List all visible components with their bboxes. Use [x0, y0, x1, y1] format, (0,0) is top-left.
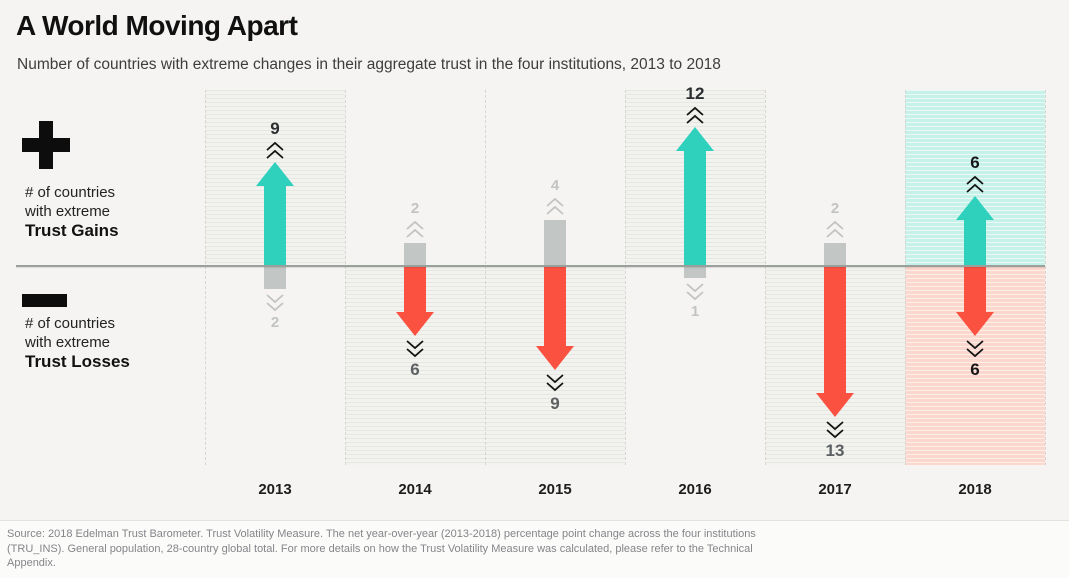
- loss-stub-2016: [684, 266, 706, 278]
- column-divider: [205, 90, 206, 465]
- loss-value-2016: 1: [690, 302, 700, 320]
- double-chevron-up-icon: [824, 220, 846, 238]
- year-label-2013: 2013: [258, 481, 292, 498]
- gain-arrow-2018-head: [956, 196, 994, 221]
- legend-losses-line2: with extreme: [25, 334, 111, 351]
- loss-arrow-2014-head: [396, 311, 434, 336]
- year-label-2017: 2017: [818, 481, 852, 498]
- double-chevron-down-icon: [824, 421, 846, 439]
- legend-losses-label: Trust Losses: [25, 352, 130, 371]
- double-chevron-up-icon: [404, 220, 426, 238]
- source-text: Source: 2018 Edelman Trust Barometer. Tr…: [7, 528, 756, 569]
- legend-gains: # of countries with extreme Trust Gains: [25, 183, 119, 240]
- loss-arrow-2018-head: [956, 311, 994, 336]
- double-chevron-up-icon: [684, 106, 706, 124]
- loss-arrow-2017-head: [816, 392, 854, 417]
- gain-value-2014: 2: [410, 199, 420, 217]
- gain-value-2016: 12: [685, 83, 705, 103]
- loss-value-2017: 13: [825, 440, 845, 460]
- source-footnote: Source: 2018 Edelman Trust Barometer. Tr…: [0, 520, 1069, 578]
- loss-value-2015: 9: [550, 394, 560, 414]
- minus-icon: [22, 294, 67, 307]
- loss-value-2014: 6: [410, 359, 420, 379]
- plus-icon: [22, 121, 70, 169]
- loss-arrow-2015-head: [536, 346, 574, 371]
- loss-arrow-2014-shaft: [404, 266, 426, 314]
- gain-value-2017: 2: [830, 199, 840, 217]
- loss-arrow-2015-shaft: [544, 266, 566, 349]
- legend-gains-line2: with extreme: [25, 203, 111, 220]
- double-chevron-down-icon: [544, 374, 566, 392]
- trust-volatility-chart: # of countries with extreme Trust Gains …: [16, 83, 1046, 498]
- legend-gains-label: Trust Gains: [25, 221, 119, 240]
- column-divider: [625, 90, 626, 465]
- year-label-2014: 2014: [398, 481, 432, 498]
- column-divider: [905, 90, 906, 465]
- loss-arrow-2018-shaft: [964, 266, 986, 314]
- legend-losses: # of countries with extreme Trust Losses: [25, 314, 130, 371]
- loss-value-2018: 6: [970, 359, 980, 379]
- double-chevron-down-icon: [264, 294, 286, 312]
- loss-value-2013: 2: [270, 314, 280, 332]
- double-chevron-down-icon: [404, 339, 426, 358]
- zero-baseline: [16, 265, 1045, 267]
- gain-arrow-2016-shaft: [684, 149, 706, 267]
- year-label-2018: 2018: [958, 481, 992, 498]
- column-divider: [485, 90, 486, 465]
- gain-arrow-2018-shaft: [964, 219, 986, 267]
- gain-stub-2015: [544, 219, 566, 266]
- loss-arrow-2017-shaft: [824, 266, 846, 395]
- double-chevron-up-icon: [544, 197, 566, 215]
- double-chevron-up-icon: [264, 141, 286, 159]
- gain-arrow-2013-head: [256, 161, 294, 186]
- double-chevron-down-icon: [684, 282, 706, 301]
- page-title: A World Moving Apart: [16, 10, 298, 41]
- gain-value-2013: 9: [270, 118, 280, 138]
- year-label-2015: 2015: [538, 481, 572, 498]
- gain-stub-2017: [824, 242, 846, 266]
- year-label-2016: 2016: [678, 481, 712, 498]
- gain-stub-2014: [404, 242, 426, 266]
- legend-losses-line1: # of countries: [25, 315, 116, 332]
- legend-gains-line1: # of countries: [25, 184, 116, 201]
- gain-arrow-2013-shaft: [264, 184, 286, 267]
- loss-stub-2013: [264, 266, 286, 290]
- column-divider: [345, 90, 346, 465]
- column-divider: [1045, 90, 1046, 465]
- gain-arrow-2016-head: [676, 126, 714, 151]
- page-subtitle: Number of countries with extreme changes…: [17, 56, 721, 73]
- double-chevron-down-icon: [964, 339, 986, 358]
- gain-value-2015: 4: [550, 176, 560, 194]
- gain-value-2018: 6: [970, 153, 980, 173]
- column-divider: [765, 90, 766, 465]
- double-chevron-up-icon: [964, 175, 986, 194]
